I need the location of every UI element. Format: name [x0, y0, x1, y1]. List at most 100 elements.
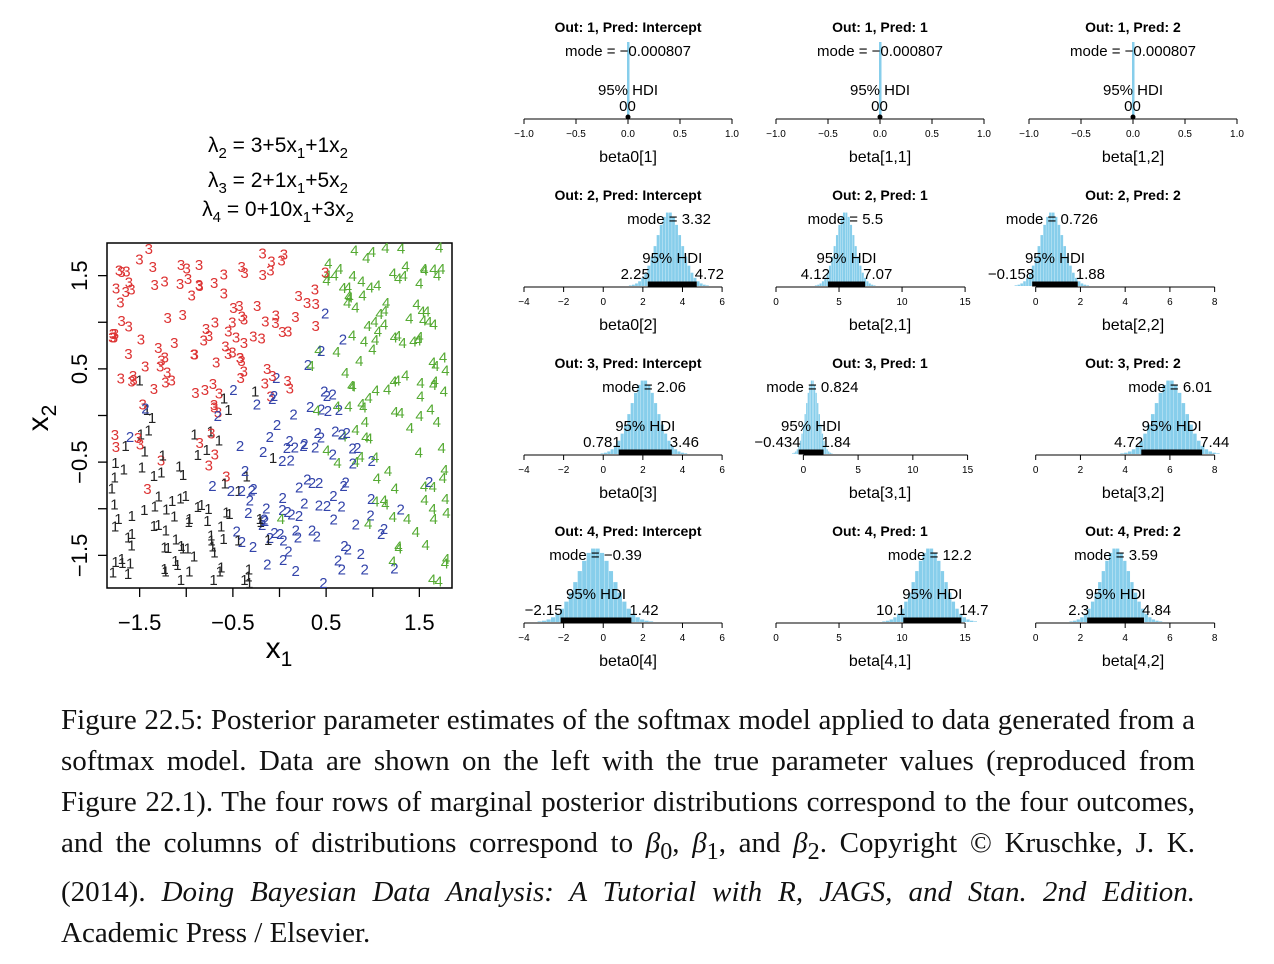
histogram-bar [882, 621, 886, 622]
scatter-point: 3 [238, 309, 246, 326]
scatter-point: 4 [332, 344, 340, 361]
scatter-point: 4 [428, 571, 436, 588]
histogram-bar [817, 284, 820, 286]
scatter-point: 3 [224, 324, 232, 341]
scatter-point: 3 [258, 267, 266, 284]
hdi-high-label: 4.72 [695, 266, 724, 283]
scatter-point: 1 [264, 532, 272, 549]
panel-x-tick-label: 6 [1167, 297, 1173, 308]
posterior-panel-1: Out: 1, Pred: Intercept mode = −0.000807 9… [514, 19, 739, 166]
panel-x-tick-label: 6 [1167, 465, 1173, 476]
scatter-point: 2 [329, 512, 337, 529]
scatter-point: 2 [227, 483, 235, 500]
panel-title: Out: 3, Pred: Intercept [554, 355, 701, 371]
scatter-point: 2 [340, 538, 348, 555]
scatter-point: 1 [108, 480, 116, 497]
scatter-point: 3 [205, 458, 213, 475]
scatter-point: 2 [338, 562, 346, 579]
scatter-point: 4 [412, 296, 420, 313]
scatter-point: 1 [179, 467, 187, 484]
histogram-bar [690, 272, 694, 286]
scatter-point: 4 [429, 377, 437, 394]
scatter-point: 2 [338, 426, 346, 443]
scatter-point: 3 [115, 263, 123, 280]
scatter-point: 3 [157, 353, 165, 370]
scatter-point: 3 [291, 309, 299, 326]
histogram-bar [1139, 440, 1143, 454]
scatter-point: 4 [416, 389, 424, 406]
scatter-point: 1 [111, 455, 119, 472]
hdi-label: 95% HDI [566, 586, 626, 603]
panel-x-tick-label: 0.5 [673, 129, 687, 140]
scatter-point: 1 [160, 561, 168, 578]
scatter-point: 4 [371, 494, 379, 511]
histogram-bar [1127, 451, 1132, 454]
scatter-point: 1 [159, 447, 167, 464]
scatter-point: 2 [329, 447, 337, 464]
scatter-point: 4 [390, 329, 398, 346]
panel-x-tick-label: 0.5 [1178, 129, 1192, 140]
panel-x-label: beta[4,1] [849, 653, 911, 670]
scatter-point: 1 [154, 489, 162, 506]
scatter-point: 4 [322, 272, 330, 289]
histogram-bar [1126, 571, 1131, 622]
hdi-high-label: 7.07 [863, 266, 892, 283]
scatter-point: 4 [357, 396, 365, 413]
scatter-point: 4 [434, 573, 442, 590]
scatter-point: 3 [137, 332, 145, 349]
panel-x-tick-label: 15 [960, 633, 972, 644]
histogram-bar [1133, 592, 1138, 622]
equation-lambda4: λ4 = 0+10x1+3x2 [202, 198, 354, 226]
scatter-point: 1 [175, 458, 183, 475]
scatter-point: 1 [128, 508, 136, 525]
scatter-point: 3 [191, 347, 199, 364]
scatter-point: 4 [333, 398, 341, 415]
scatter-point: 1 [216, 564, 224, 581]
panel-x-tick-label: 0.0 [1126, 129, 1140, 140]
panel-x-tick-label: 0 [1033, 297, 1039, 308]
scatter-point: 1 [215, 433, 223, 450]
scatter-point: 2 [292, 522, 300, 539]
scatter-point: 1 [162, 522, 170, 539]
scatter-point: 3 [321, 265, 329, 282]
histogram-bar [810, 380, 813, 454]
histogram-bar [1204, 449, 1209, 454]
histogram-bar [630, 403, 634, 454]
panel-x-label: beta0[2] [599, 317, 657, 334]
panel-x-label: beta[2,2] [1102, 317, 1164, 334]
scatter-point: 1 [202, 442, 210, 459]
scatter-point: 3 [135, 251, 143, 268]
scatter-point: 2 [339, 478, 347, 495]
scatter-point: 3 [112, 439, 120, 456]
histogram-bar [796, 449, 798, 454]
scatter-point: 4 [440, 462, 448, 479]
histogram-bar [831, 256, 834, 286]
histogram-bar [1066, 256, 1069, 286]
hdi-high-label: 1.84 [822, 434, 851, 451]
histogram-bar [828, 265, 831, 286]
scatter-point: 3 [266, 389, 274, 406]
panel-x-tick-label: 4 [1122, 465, 1128, 476]
histogram-bar [1101, 571, 1105, 622]
panel-x-label: beta[3,1] [849, 485, 911, 502]
histogram-bar [814, 285, 817, 286]
scatter-point: 1 [164, 540, 172, 557]
histogram-bar [600, 453, 604, 454]
panel-x-tick-label: 6 [1167, 633, 1173, 644]
histogram-bar [1031, 265, 1035, 286]
scatter-point: 1 [126, 555, 134, 572]
scatter-point: 4 [364, 390, 372, 407]
panel-x-tick-label: 0 [600, 297, 606, 308]
histogram-bar [678, 235, 682, 286]
scatter-point: 3 [134, 430, 142, 447]
scatter-point: 3 [205, 328, 213, 345]
scatter-point: 1 [217, 519, 225, 536]
scatter-point: 4 [431, 358, 439, 375]
scatter-point: 4 [381, 496, 389, 513]
scatter-point: 4 [339, 280, 347, 297]
histogram-bar [1098, 582, 1102, 622]
panel-x-tick-label: 5 [836, 633, 842, 644]
scatter-point: 3 [109, 326, 117, 343]
scatter-point: 3 [129, 372, 137, 389]
hdi-label: 95% HDI [902, 586, 962, 603]
